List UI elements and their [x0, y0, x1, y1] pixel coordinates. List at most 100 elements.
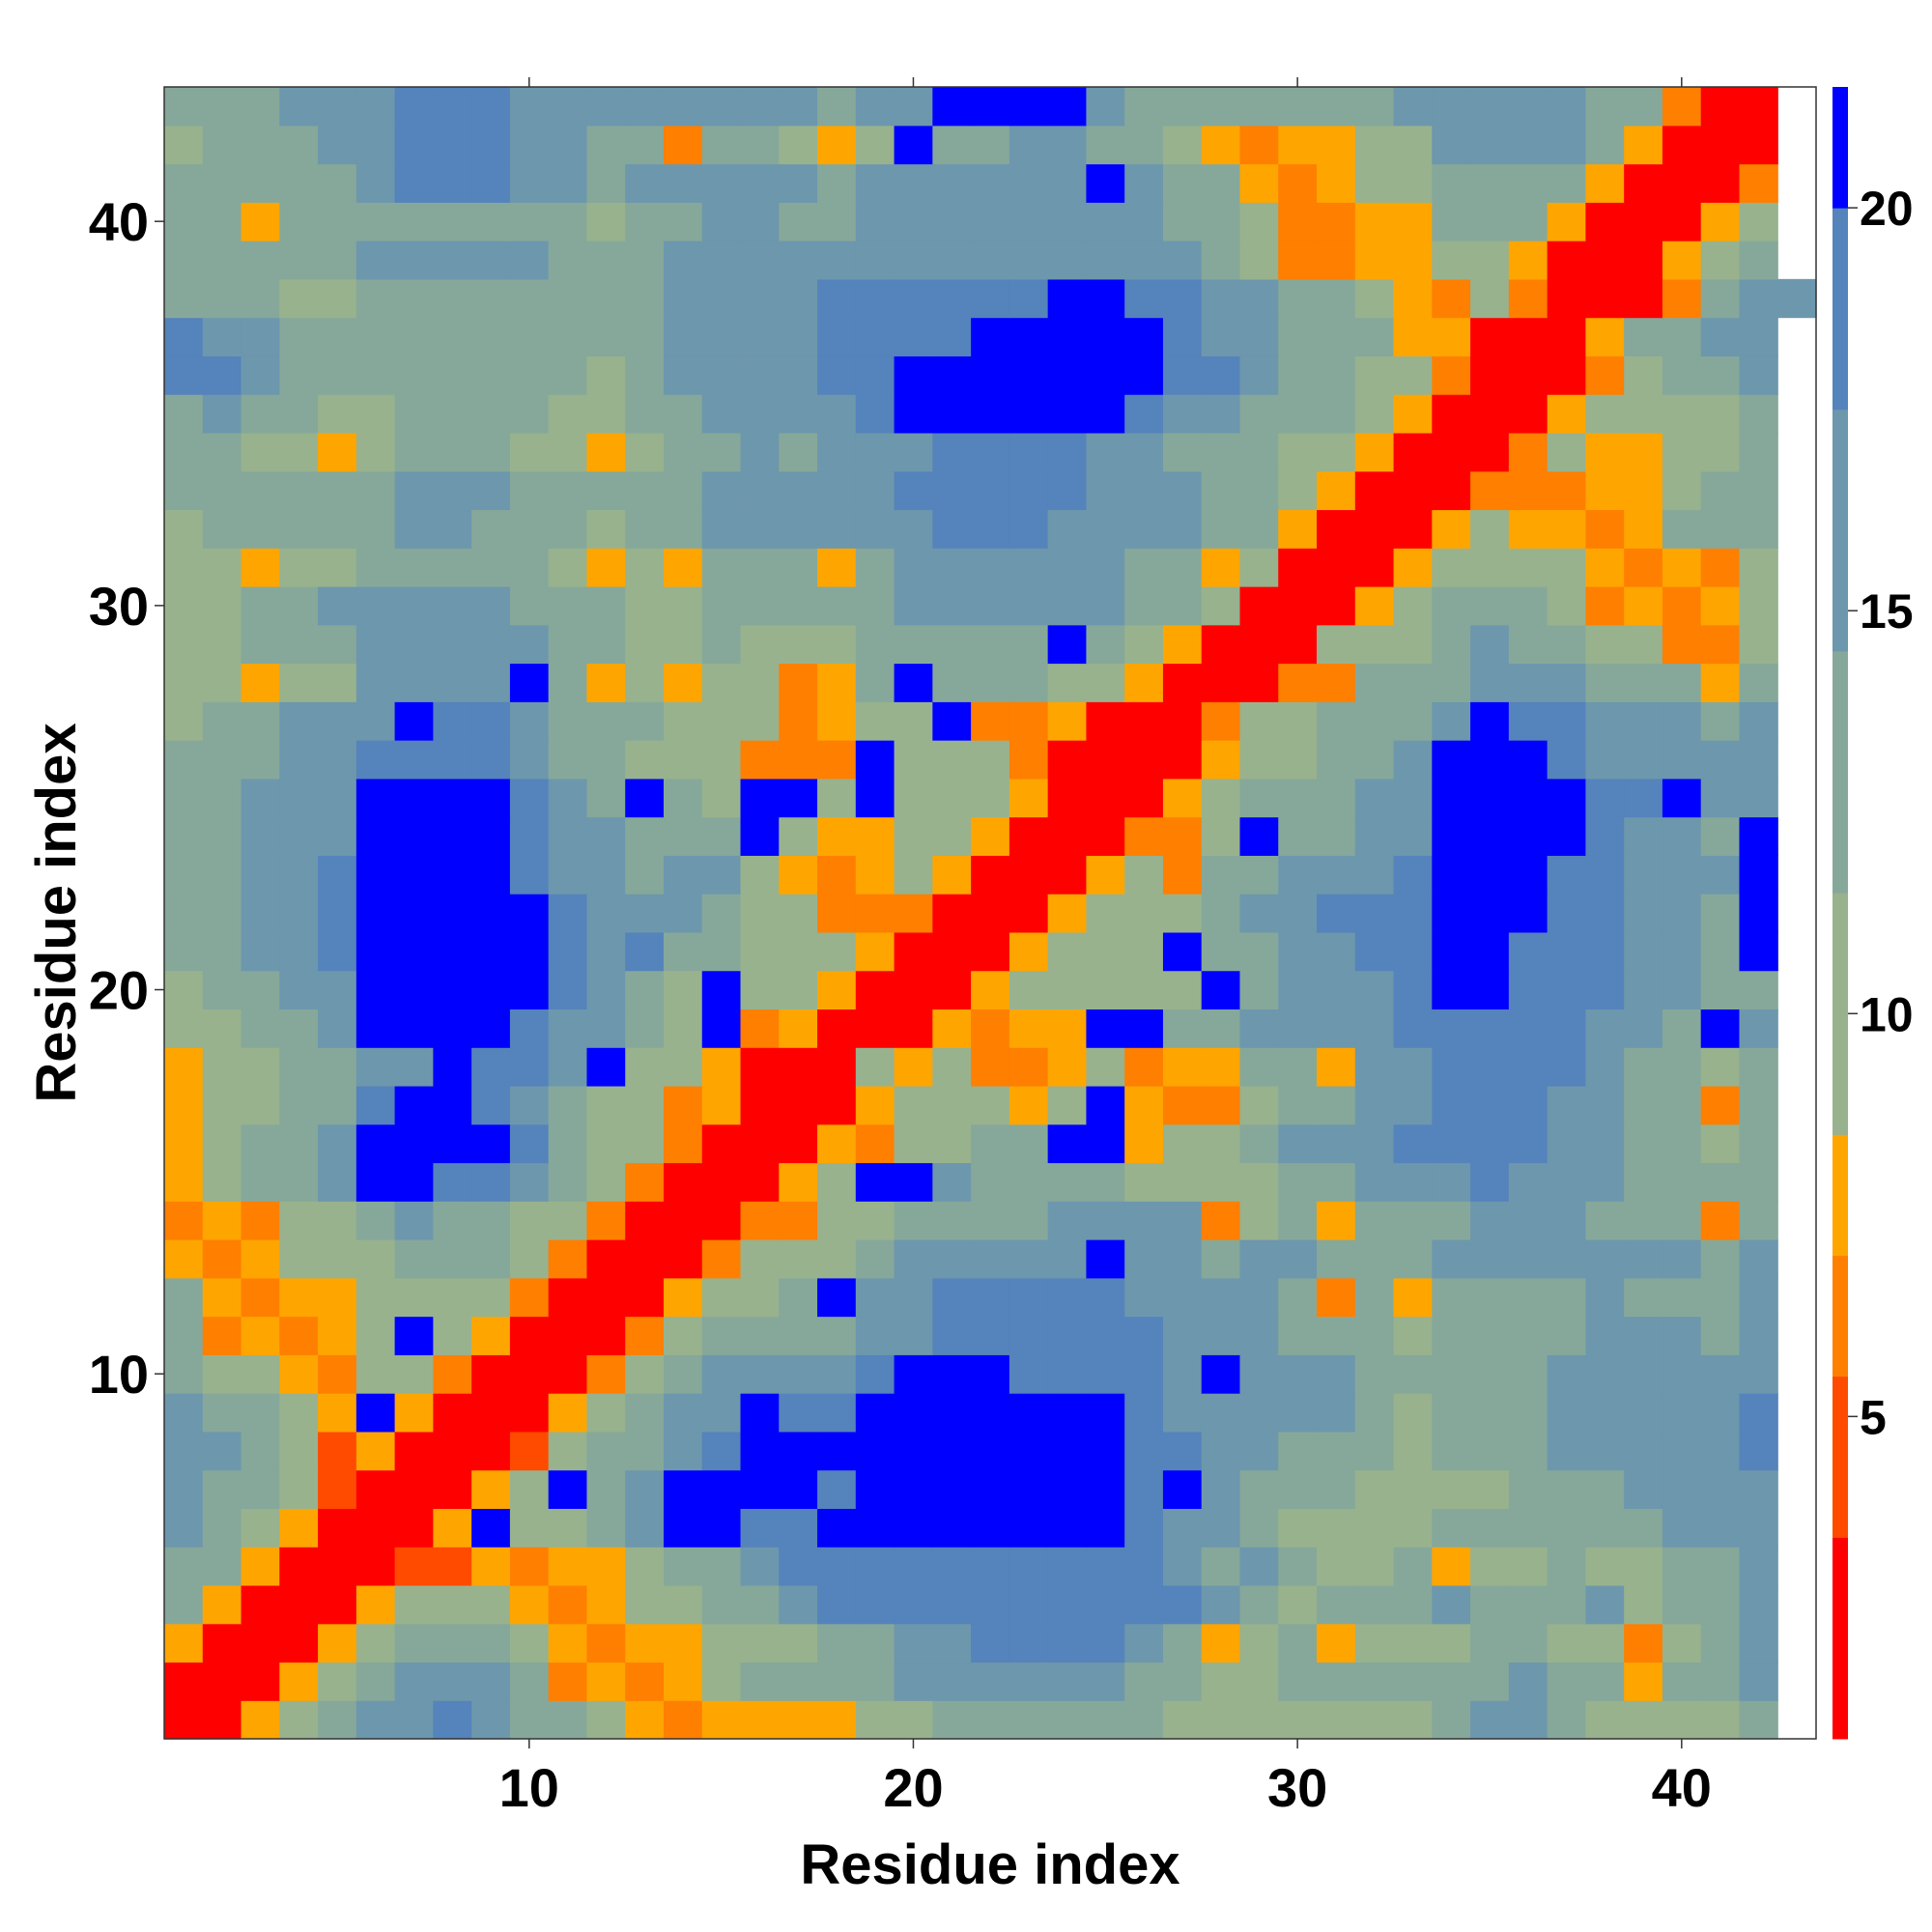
heatmap-cell [740, 1431, 780, 1471]
heatmap-cell [740, 1700, 780, 1740]
heatmap-cell [586, 1354, 626, 1394]
heatmap-cell [855, 1085, 895, 1125]
heatmap-cell [1432, 931, 1471, 972]
heatmap-cell [355, 1393, 396, 1433]
heatmap-cell [1700, 394, 1741, 434]
heatmap-cell [1624, 278, 1663, 319]
heatmap-cell [202, 1623, 242, 1663]
heatmap-cell [855, 894, 895, 933]
heatmap-cell [855, 1508, 895, 1548]
heatmap-cell [1086, 1047, 1125, 1087]
heatmap-cell [1278, 1547, 1318, 1586]
heatmap-cell [1047, 470, 1088, 511]
heatmap-cell [509, 394, 550, 434]
heatmap-cell [1047, 125, 1088, 165]
heatmap-cell [1239, 931, 1279, 972]
heatmap-cell [433, 1623, 472, 1663]
heatmap-cell [1278, 816, 1318, 856]
heatmap-cell [471, 125, 511, 165]
heatmap-cell [1662, 1085, 1702, 1125]
heatmap-cell [1162, 855, 1203, 895]
heatmap-cell [1047, 1662, 1088, 1701]
heatmap-cell [433, 1393, 472, 1433]
heatmap-cell [202, 1316, 242, 1355]
heatmap-cell [1508, 394, 1548, 434]
heatmap-cell [433, 663, 472, 702]
heatmap-cell [1585, 1316, 1625, 1355]
heatmap-cell [1739, 394, 1778, 434]
heatmap-cell [1585, 970, 1625, 1010]
heatmap-cell [1201, 548, 1241, 587]
heatmap-cell [1201, 663, 1241, 702]
heatmap-cell [817, 1623, 857, 1663]
heatmap-cell [1624, 509, 1663, 549]
heatmap-cell [817, 548, 857, 587]
heatmap-cell [894, 1469, 933, 1509]
heatmap-cell [1700, 931, 1741, 972]
heatmap-cell [355, 1239, 396, 1279]
heatmap-cell [318, 1431, 357, 1471]
heatmap-cell [1393, 1085, 1433, 1125]
heatmap-cell [1086, 355, 1125, 395]
heatmap-cell [548, 1700, 588, 1740]
heatmap-cell [1086, 1316, 1125, 1355]
heatmap-cell [318, 163, 357, 203]
heatmap-cell [1508, 278, 1548, 319]
heatmap-cell [1239, 1316, 1279, 1355]
heatmap-cell [1278, 202, 1318, 242]
heatmap-cell [279, 1123, 319, 1164]
heatmap-cell [1470, 1009, 1510, 1048]
heatmap-cell [1547, 1085, 1586, 1125]
heatmap-cell [164, 1085, 204, 1125]
heatmap-cell [586, 1393, 626, 1433]
heatmap-cell [1470, 778, 1510, 818]
heatmap-cell [164, 1277, 204, 1318]
heatmap-cell [1508, 1316, 1548, 1355]
heatmap-cell [1047, 317, 1088, 356]
heatmap-cell [509, 1662, 550, 1701]
heatmap-cell [625, 202, 665, 242]
heatmap-cell [1278, 894, 1318, 933]
heatmap-cell [509, 740, 550, 780]
heatmap-cell [701, 278, 742, 319]
heatmap-cell [1547, 1547, 1586, 1586]
heatmap-cell [1239, 1123, 1279, 1164]
heatmap-cell [1124, 1662, 1164, 1701]
heatmap-cell [164, 855, 204, 895]
heatmap-cell [471, 1047, 511, 1087]
heatmap-cell [394, 1700, 434, 1740]
heatmap-cell [433, 816, 472, 856]
heatmap-cell [433, 740, 472, 780]
heatmap-cell [471, 1354, 511, 1394]
heatmap-cell [355, 470, 396, 511]
heatmap-cell [433, 1277, 472, 1318]
heatmap-cell [1124, 278, 1164, 319]
heatmap-cell [509, 1469, 550, 1509]
heatmap-cell [1624, 432, 1663, 472]
heatmap-cell [1547, 1047, 1586, 1087]
heatmap-cell [855, 394, 895, 434]
heatmap-cell [1086, 894, 1125, 933]
heatmap-cell [855, 1047, 895, 1087]
heatmap-cell [164, 1431, 204, 1471]
heatmap-cell [1201, 894, 1241, 933]
heatmap-cell [1278, 470, 1318, 511]
heatmap-cell [701, 1584, 742, 1625]
heatmap-cell [586, 241, 626, 280]
heatmap-cell [1700, 624, 1741, 665]
heatmap-cell [894, 317, 933, 356]
heatmap-cell [509, 548, 550, 587]
heatmap-cell [663, 663, 703, 702]
heatmap-cell [1393, 1700, 1433, 1740]
heatmap-cell [701, 1047, 742, 1087]
heatmap-cell [1508, 1162, 1548, 1202]
x-axis-ticks: 10 20 30 40 [499, 77, 1712, 1818]
heatmap-cell [1739, 278, 1778, 319]
heatmap-cell [1239, 585, 1279, 626]
heatmap-cell [779, 1547, 818, 1586]
heatmap-cell [241, 1623, 280, 1663]
heatmap-cell [1432, 624, 1471, 665]
heatmap-cell [1508, 470, 1548, 511]
